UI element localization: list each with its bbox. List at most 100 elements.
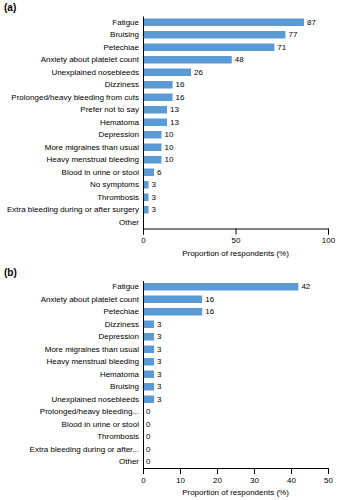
tick-mark bbox=[143, 229, 144, 235]
tick-mark bbox=[236, 229, 237, 235]
data-label: 3 bbox=[157, 395, 162, 404]
bar bbox=[143, 396, 154, 404]
tick-label: Thrombosis bbox=[97, 193, 139, 202]
data-labels: 3336101010131316162648717787 bbox=[152, 18, 317, 215]
tick-label: 40 bbox=[287, 476, 296, 485]
y-tick: Unexplained nosebleeds bbox=[51, 68, 139, 77]
x-axis-title: Proportion of respondents (%) bbox=[182, 488, 289, 497]
data-label: 48 bbox=[235, 55, 244, 64]
y-tick: Prolonged/heavy bleeding... bbox=[40, 407, 139, 416]
data-label: 3 bbox=[157, 345, 162, 354]
data-label: 3 bbox=[157, 332, 162, 341]
y-tick: Heavy menstrual bleeding bbox=[47, 155, 140, 164]
data-label: 16 bbox=[205, 295, 214, 304]
y-tick: Blood in urine or stool bbox=[62, 168, 140, 177]
y-tick: Bruising bbox=[110, 30, 139, 39]
tick-mark bbox=[328, 229, 329, 235]
data-label: 0 bbox=[146, 420, 151, 429]
x-tick: 40 bbox=[287, 468, 296, 485]
y-tick: Anxiety about platelet count bbox=[41, 295, 140, 304]
x-axis-title: Proportion of respondents (%) bbox=[182, 249, 289, 258]
data-label: 0 bbox=[146, 432, 151, 441]
y-tick: Petechiae bbox=[103, 307, 139, 316]
y-tick: Hematoma bbox=[100, 118, 140, 127]
data-label: 3 bbox=[152, 193, 157, 202]
bar bbox=[143, 169, 154, 177]
y-axis: Fatigue Anxiety about platelet count Petec… bbox=[30, 281, 144, 469]
y-tick: Thrombosis bbox=[97, 193, 139, 202]
tick-label: No symptoms bbox=[90, 180, 139, 189]
data-label: 13 bbox=[170, 105, 179, 114]
tick-label: Bruising bbox=[110, 30, 139, 39]
data-label: 3 bbox=[157, 320, 162, 329]
tick-label: More migraines than usual bbox=[45, 143, 139, 152]
data-label: 87 bbox=[307, 18, 316, 27]
bar bbox=[143, 283, 298, 291]
tick-label: Petechiae bbox=[103, 43, 139, 52]
bar bbox=[143, 358, 154, 366]
tick-label: Blood in urine or stool bbox=[62, 420, 140, 429]
y-tick: Hematoma bbox=[100, 370, 140, 379]
bar bbox=[143, 31, 285, 39]
tick-label: Depression bbox=[99, 332, 139, 341]
y-tick: Prolonged/heavy bleeding from cuts bbox=[11, 93, 139, 102]
tick-label: 0 bbox=[141, 476, 146, 485]
data-label: 10 bbox=[165, 143, 174, 152]
tick-label: Other bbox=[119, 218, 139, 227]
y-tick: Unexplained nosebleeds bbox=[51, 395, 139, 404]
y-tick: No symptoms bbox=[90, 180, 139, 189]
x-tick: 10 bbox=[176, 468, 185, 485]
axis-line bbox=[144, 469, 329, 475]
bar bbox=[143, 346, 154, 354]
y-tick: Fatigue bbox=[112, 282, 139, 291]
bars bbox=[143, 283, 298, 403]
axis-line bbox=[143, 17, 144, 230]
tick-label: 50 bbox=[232, 236, 241, 245]
y-tick: Other bbox=[119, 457, 139, 466]
bar bbox=[143, 371, 154, 379]
bar bbox=[143, 94, 173, 102]
bar bbox=[143, 308, 202, 316]
bar bbox=[143, 333, 154, 341]
panel-title: (b) bbox=[4, 267, 17, 278]
x-axis: 01020304050 bbox=[141, 468, 333, 485]
y-tick: Depression bbox=[99, 130, 139, 139]
tick-label: Dizziness bbox=[105, 80, 139, 89]
y-tick: Heavy menstrual bleeding bbox=[47, 357, 140, 366]
bar bbox=[143, 81, 173, 89]
data-label: 3 bbox=[157, 357, 162, 366]
y-tick: Dizziness bbox=[105, 320, 139, 329]
tick-label: 50 bbox=[324, 476, 333, 485]
data-label: 71 bbox=[277, 43, 286, 52]
bar bbox=[143, 383, 154, 391]
panel-title: (a) bbox=[4, 2, 16, 13]
tick-label: Anxiety about platelet count bbox=[41, 55, 140, 64]
tick-label: Other bbox=[119, 457, 139, 466]
bar bbox=[143, 131, 162, 139]
y-tick: Anxiety about platelet count bbox=[41, 55, 140, 64]
bar bbox=[143, 106, 167, 114]
tick-label: Heavy menstrual bleeding bbox=[47, 357, 140, 366]
tick-label: Blood in urine or stool bbox=[62, 168, 140, 177]
x-tick: 0 bbox=[141, 468, 146, 485]
tick-mark bbox=[254, 468, 255, 474]
data-label: 16 bbox=[176, 93, 185, 102]
tick-label: Hematoma bbox=[100, 370, 140, 379]
data-label: 10 bbox=[165, 155, 174, 164]
y-axis: FatigueBruisingPetechiaeAnxiety about pl… bbox=[7, 17, 144, 230]
y-tick: Prefer not to say bbox=[80, 105, 139, 114]
data-labels: 000003333333161642 bbox=[146, 282, 311, 466]
bar bbox=[143, 321, 154, 329]
panel: 01020304050FatigueAnxiety about platelet… bbox=[30, 281, 334, 497]
x-tick: 50 bbox=[324, 468, 333, 485]
tick-mark bbox=[328, 468, 329, 474]
y-tick: Blood in urine or stool bbox=[62, 420, 140, 429]
data-label: 6 bbox=[157, 168, 162, 177]
chart-container: 050100FatigueBruisingPetechiaeAnxiety ab… bbox=[0, 0, 344, 500]
tick-label: Dizziness bbox=[105, 320, 139, 329]
tick-label: Anxiety about platelet count bbox=[41, 295, 140, 304]
x-tick: 100 bbox=[322, 229, 336, 246]
bar bbox=[143, 144, 162, 152]
x-tick: 50 bbox=[232, 229, 241, 246]
tick-label: Extra bleeding during or after... bbox=[30, 445, 139, 454]
